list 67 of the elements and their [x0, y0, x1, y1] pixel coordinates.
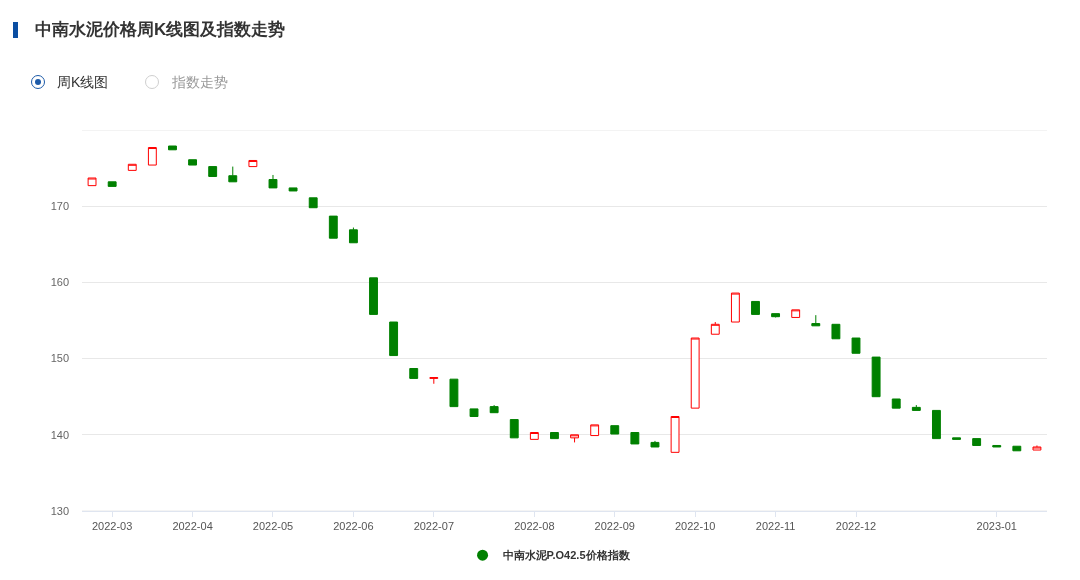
x-tick-label: 2022-04: [172, 520, 213, 533]
candlestick: [228, 166, 238, 183]
x-tick-label: 2022-09: [594, 520, 635, 533]
candlestick: [328, 215, 338, 239]
x-tick-label: 2022-11: [755, 520, 796, 533]
y-tick-label: 170: [50, 200, 69, 213]
candlestick: [389, 321, 399, 357]
candlestick: [851, 337, 861, 354]
candlestick: [107, 181, 117, 187]
candlestick: [168, 145, 177, 151]
candlestick: [972, 438, 982, 446]
candlestick: [208, 166, 218, 177]
candlestick: [570, 434, 579, 443]
candlestick: [529, 432, 539, 440]
candlestick: [509, 419, 519, 439]
candlestick: [751, 300, 760, 315]
candlestick: [550, 432, 559, 440]
candlestick: [670, 416, 680, 453]
candlestick: [147, 147, 157, 166]
candlestick: [409, 368, 419, 379]
candlestick: [288, 187, 298, 192]
y-tick-label: 130: [50, 504, 69, 517]
text: 指数走势: [172, 73, 228, 91]
candlestick: [87, 177, 97, 187]
candlestick: [630, 432, 640, 445]
candlestick: [610, 425, 620, 435]
y-tick-label: 150: [50, 352, 69, 365]
candlestick: [952, 437, 961, 440]
candlestick: [690, 337, 700, 409]
candlestick: [127, 163, 137, 171]
y-tick-label: 160: [50, 276, 69, 289]
candlestick: [348, 227, 358, 244]
candlestick: [992, 444, 1002, 448]
text: 周K线图: [57, 73, 109, 91]
x-tick-label: 2022-12: [835, 520, 877, 533]
x-tick-label: 2022-10: [674, 520, 716, 533]
candlestick: [590, 424, 600, 437]
y-tick-label: 140: [50, 428, 69, 441]
candlestick: [449, 378, 459, 408]
candlestick: [831, 323, 841, 340]
candlestick: [791, 309, 801, 318]
candlestick: [308, 197, 318, 209]
candlestick: [891, 398, 901, 409]
chart-title: 中南水泥价格周K线图及指数走势: [35, 19, 286, 41]
x-tick-label: 2022-06: [333, 520, 374, 533]
candlestick: [469, 408, 479, 418]
candlestick: [188, 159, 198, 166]
candlestick: [248, 159, 258, 168]
x-tick-label: 2022-08: [514, 520, 555, 533]
candlestick: [730, 292, 740, 323]
legend-label: 中南水泥P.O42.5价格指数: [502, 549, 631, 562]
candlestick: [931, 409, 941, 440]
candlestick: [429, 377, 439, 385]
candlestick: [771, 313, 781, 318]
candlestick: [871, 356, 881, 398]
x-tick-label: 2022-03: [91, 520, 133, 533]
candlestick: [650, 440, 660, 448]
candlestick: [710, 321, 720, 335]
candlestick: [489, 404, 499, 414]
candlestick: [811, 314, 821, 327]
candlestick: [268, 174, 278, 189]
candlestick: [911, 404, 921, 411]
candlestick: [1032, 444, 1042, 451]
x-tick-label: 2023-01: [976, 520, 1017, 533]
candlestick: [369, 277, 378, 315]
x-tick-label: 2022-07: [413, 520, 455, 533]
x-tick-label: 2022-05: [252, 520, 294, 533]
